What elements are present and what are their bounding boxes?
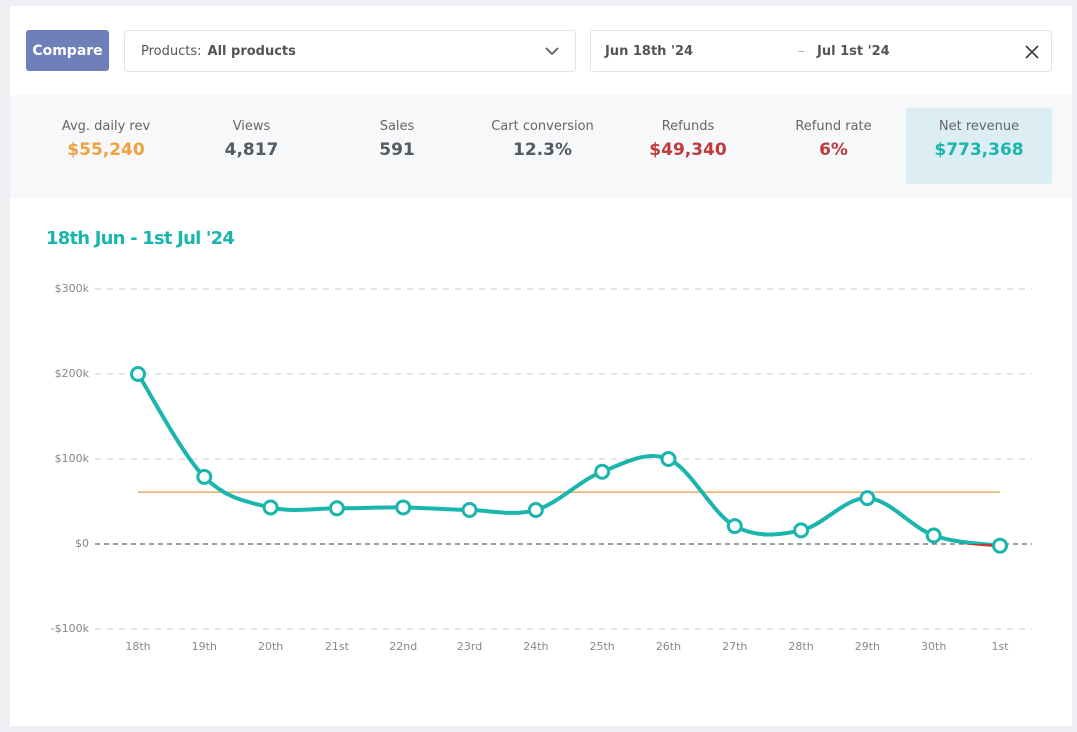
panel: Compare Products: All products Jun 18th … — [10, 6, 1072, 726]
point — [527, 502, 544, 518]
y-tick-label: $0 — [75, 537, 89, 550]
x-tick-label: 28th — [788, 640, 813, 653]
x-tick-label: 26th — [656, 640, 681, 653]
y-tick-label: -$100k — [51, 622, 90, 635]
point — [395, 499, 412, 516]
x-tick-label: 30th — [921, 640, 946, 653]
x-tick-label: 23rd — [457, 640, 482, 653]
products-label: Products: — [141, 43, 202, 59]
stat-value: 6% — [819, 140, 848, 160]
stat-value: 12.3% — [513, 140, 572, 160]
stat-label: Net revenue — [938, 119, 1020, 134]
point — [262, 499, 279, 516]
products-select[interactable]: Products: All products — [124, 30, 576, 72]
clear-icon[interactable] — [1025, 45, 1039, 59]
stats-bar: Avg. daily rev $55,240 Views 4,817 Sales 591 C… — [10, 95, 1072, 198]
stat-value: 591 — [379, 140, 415, 160]
point — [196, 468, 213, 485]
stat-label: Views — [232, 119, 271, 134]
stat[interactable]: Avg. daily rev $55,240 — [33, 108, 179, 184]
x-tick-label: 19th — [192, 640, 217, 653]
stat-label: Sales — [379, 119, 415, 134]
stat-label: Refunds — [661, 119, 715, 134]
stat-value: $55,240 — [67, 140, 145, 160]
y-tick-label: $300k — [55, 282, 90, 295]
chevron — [545, 47, 559, 56]
stat[interactable]: Sales 591 — [324, 108, 470, 184]
point — [793, 522, 810, 539]
point — [660, 451, 677, 467]
x-tick-label: 27th — [722, 640, 747, 653]
compare-button[interactable]: Compare — [26, 30, 109, 71]
chart-title: 18th Jun - 1st Jul '24 — [46, 228, 234, 249]
x-tick-label: 24th — [523, 640, 548, 653]
x-tick-label: 22nd — [389, 640, 417, 653]
stat-value: 4,817 — [224, 140, 279, 160]
x-tick-label: 25th — [590, 640, 615, 653]
point — [992, 537, 1008, 554]
line — [136, 372, 1001, 548]
date-to: Jul 1st '24 — [817, 43, 890, 59]
stat[interactable]: Refund rate 6% — [761, 108, 907, 184]
stat-value: $49,340 — [649, 140, 727, 160]
stat-label: Avg. daily rev — [61, 119, 151, 134]
x-tick-label: 18th — [125, 640, 150, 653]
y-tick-label: $200k — [55, 367, 90, 380]
point — [925, 527, 942, 544]
stat[interactable]: Views 4,817 — [179, 108, 325, 184]
products-value: All products — [207, 43, 296, 59]
point — [328, 500, 345, 517]
negative-line — [963, 544, 1001, 548]
point — [859, 490, 876, 507]
y-tick-label: $100k — [55, 452, 90, 465]
stat-label: Cart conversion — [491, 119, 594, 134]
x-tick-label: 20th — [258, 640, 283, 653]
chart: 18th Jun - 1st Jul '24 -$100k $0 $100k $200… — [46, 228, 1032, 653]
stat-label: Refund rate — [795, 119, 872, 134]
x-tick-label: 21st — [325, 640, 350, 653]
x-tick-label: 29th — [855, 640, 880, 653]
stat[interactable]: Refunds $49,340 — [615, 108, 761, 184]
point — [130, 366, 146, 382]
point — [594, 463, 611, 480]
stat[interactable]: Cart conversion 12.3% — [470, 108, 616, 184]
stat-value: $773,368 — [934, 140, 1024, 160]
point — [461, 502, 478, 518]
point — [726, 518, 743, 535]
date-range[interactable]: Jun 18th '24 – Jul 1st '24 — [590, 30, 1052, 72]
date-from: Jun 18th '24 — [605, 43, 694, 59]
x-tick-label: 1st — [991, 640, 1009, 653]
stat[interactable]: Net revenue $773,368 — [906, 108, 1052, 184]
date-separator: – — [798, 43, 805, 59]
